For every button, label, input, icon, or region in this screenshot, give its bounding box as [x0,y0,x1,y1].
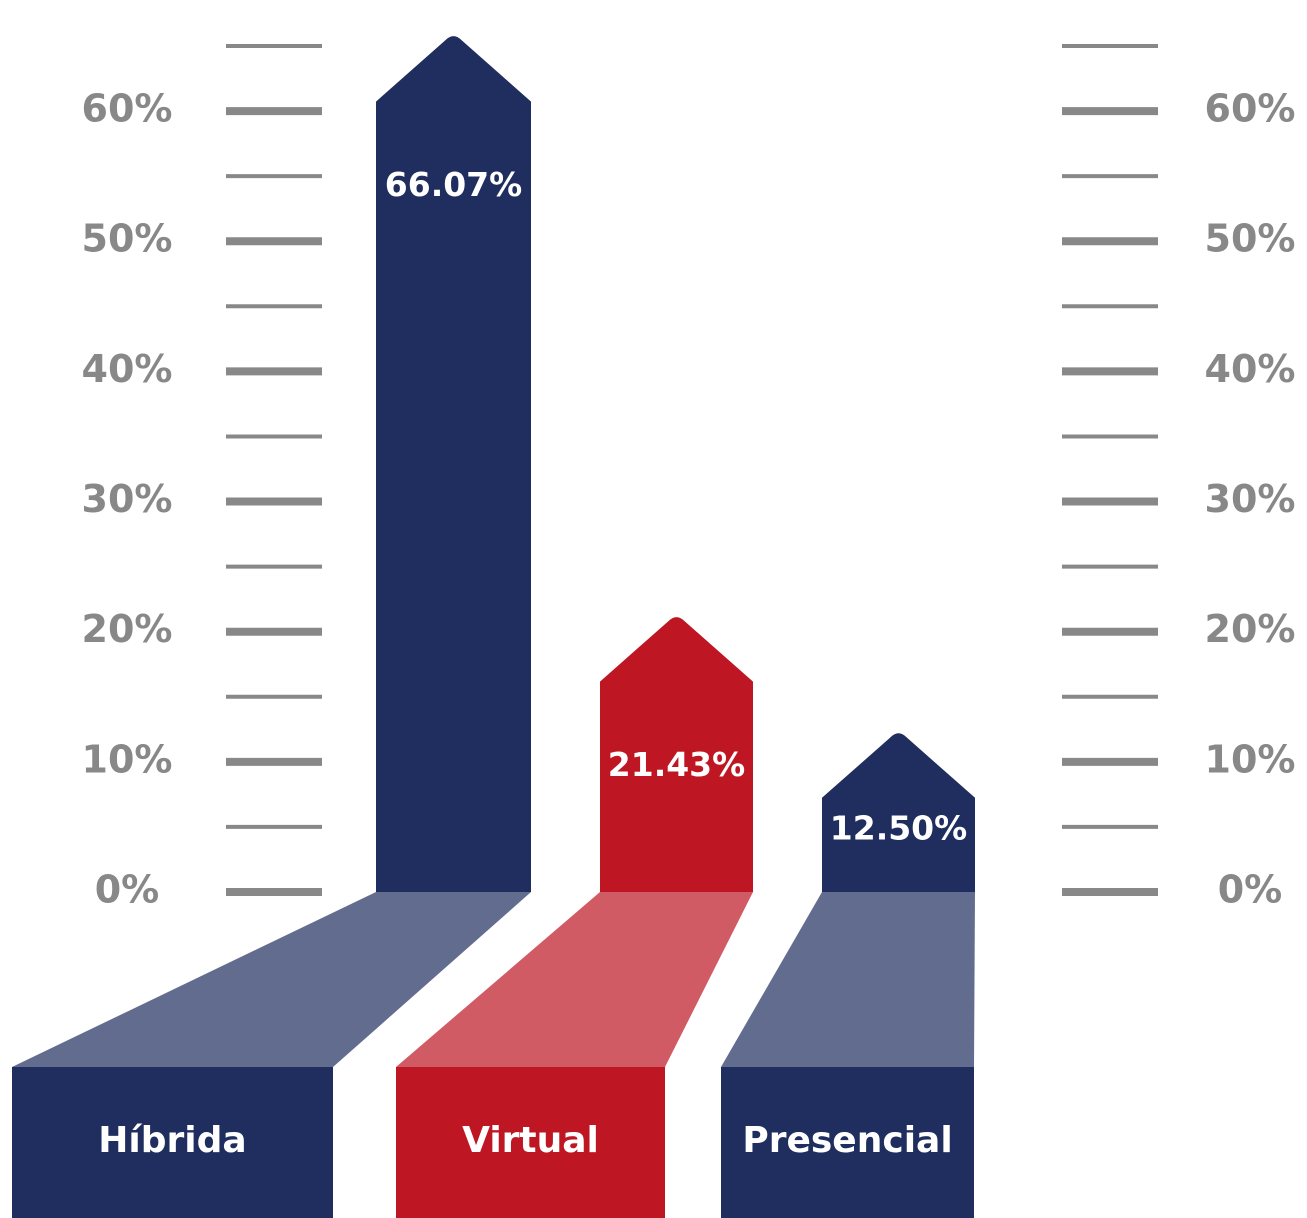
y-tick-label: 20% [1205,607,1296,651]
y-tick-label: 50% [1205,217,1296,261]
value-label: 21.43% [608,745,745,784]
value-label: 12.50% [830,808,967,847]
y-tick-label: 10% [82,737,173,781]
value-label: 66.07% [385,165,522,204]
y-tick-label: 60% [1205,87,1296,131]
category-box [12,1067,333,1218]
bar-base [721,892,975,1067]
bar-base [12,892,531,1067]
y-tick-label: 0% [95,868,160,912]
category-label: Presencial [742,1120,952,1161]
y-tick-label: 0% [1218,868,1283,912]
category-label: Virtual [462,1120,599,1161]
y-tick-label: 30% [82,477,173,521]
y-tick-label: 10% [1205,737,1296,781]
category-label: Híbrida [98,1120,246,1161]
bar-base [396,892,753,1067]
y-tick-label: 30% [1205,477,1296,521]
y-tick-label: 40% [1205,347,1296,391]
bar [376,36,531,892]
y-tick-label: 40% [82,347,173,391]
category-box [396,1067,665,1218]
bar [600,617,753,892]
bar [822,733,975,892]
y-tick-label: 20% [82,607,173,651]
y-tick-label: 60% [82,87,173,131]
y-tick-label: 50% [82,217,173,261]
category-box [721,1067,974,1218]
